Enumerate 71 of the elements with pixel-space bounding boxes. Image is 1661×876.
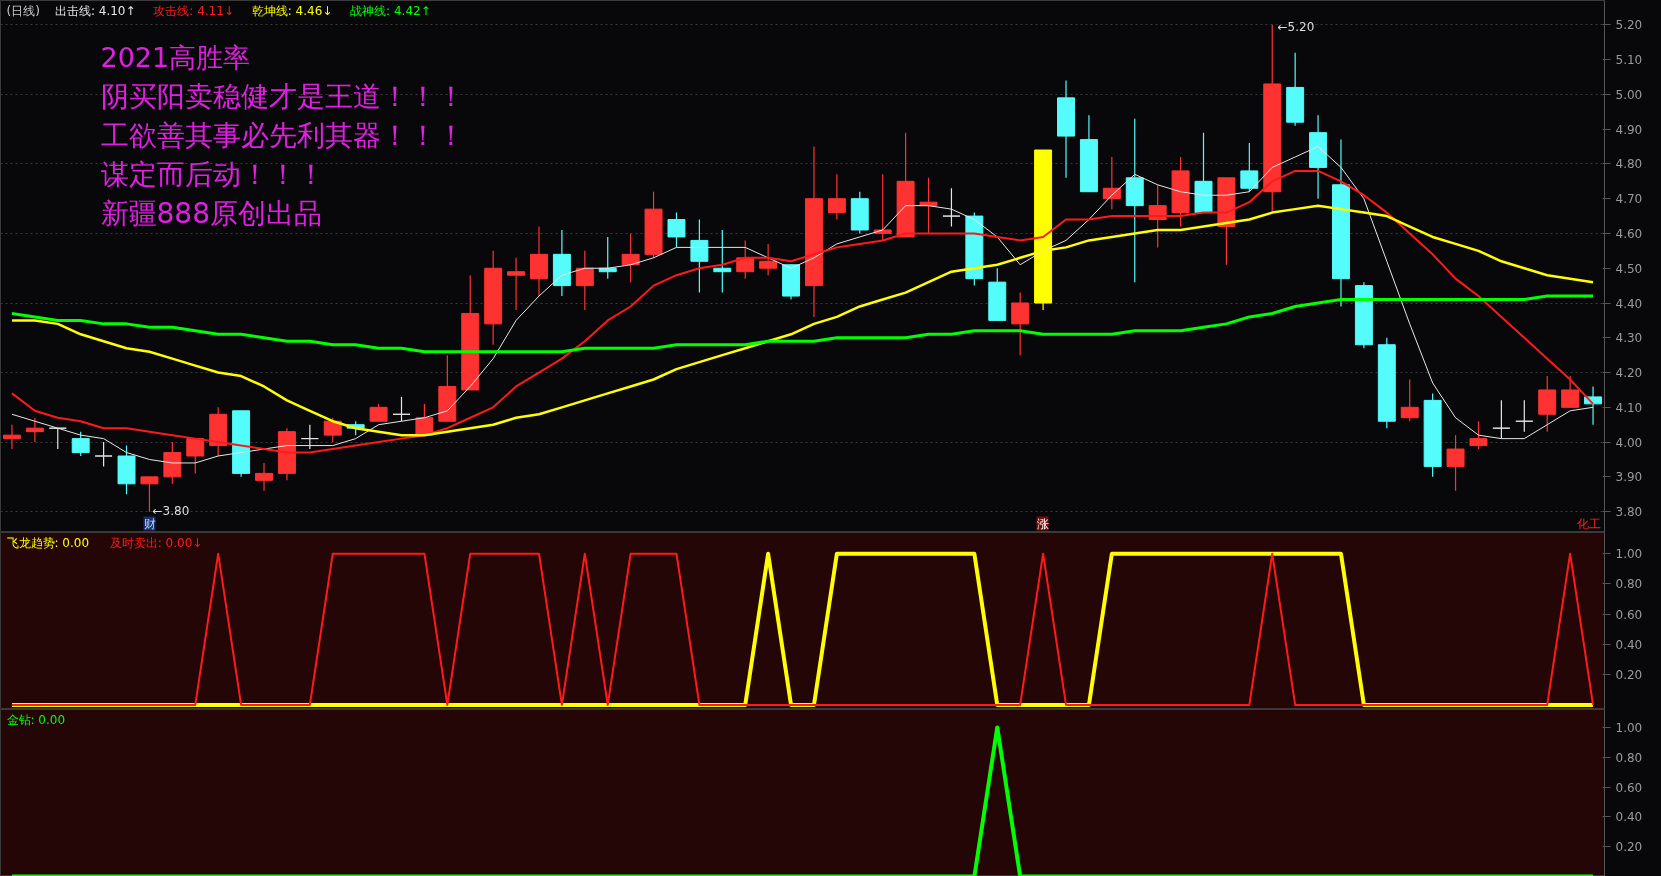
candlestick [2,424,21,450]
y-tick-label: 4.30 [1615,331,1643,346]
candlestick [71,431,90,457]
candlestick [1011,291,1030,356]
candlestick [323,417,342,443]
annotation: 谋定而后动！！！ [100,158,325,191]
y-tick-label: 4.90 [1615,122,1643,137]
y-tick-label: 3.90 [1615,470,1643,485]
candlestick [827,173,846,221]
y-tick-label: 0.20 [1615,840,1643,855]
y-tick-label: 5.00 [1615,87,1643,102]
y-tick-label: 0.60 [1615,780,1643,795]
candlestick [1240,142,1259,193]
text: 飞龙趋势: 0.00 [6,535,90,550]
y-tick-label: 1.00 [1615,720,1643,735]
y-tick-label: 4.60 [1615,226,1643,241]
y-tick-label: 4.10 [1615,400,1643,415]
y-tick-label: 4.20 [1615,366,1643,381]
y-tick-label: 5.20 [1615,18,1643,33]
annotation: ←3.80 [152,503,190,518]
chart-title: (日线) [6,3,40,18]
line-series [10,294,1595,354]
annotation: 2021高胜率 [100,42,251,73]
y-tick-label: 4.50 [1615,261,1643,276]
candlestick [255,462,273,492]
series-label: 及时卖出: 0.00↓ [109,535,203,550]
y-tick-label: 4.80 [1615,157,1643,172]
text: 战神线: 4.42↑ [350,3,431,18]
candlestick [667,212,686,248]
y-tick-label: 0.20 [1615,668,1643,683]
y-tick-label: 0.40 [1615,810,1643,825]
annotation: ←5.20 [1277,19,1315,34]
annotation: 工欲善其事必先利其器！！！ [100,119,465,152]
annotation: 阴买阳卖稳健才是王道！！！ [100,80,465,113]
candlestick [94,441,113,468]
candlestick [575,250,594,311]
text: 金钻: 0.00 [6,712,66,727]
text: 攻击线: 4.11↓ [153,3,234,18]
candlestick [1400,378,1419,422]
y-tick-label: 3.80 [1615,505,1643,520]
candlestick [48,427,67,450]
text: 出击线: 4.10↑ [54,3,136,18]
text: 乾坤线: 4.46↓ [251,3,333,18]
candlestick [942,187,961,228]
candlestick [392,396,411,422]
candlestick [1446,434,1465,492]
candlestick [1561,375,1580,408]
y-tick-label: 4.00 [1615,435,1643,450]
y-tick-label: 4.40 [1615,296,1643,311]
candlestick [1492,399,1511,440]
annotation: 化工 [1576,516,1601,531]
candlestick [1515,399,1534,433]
y-tick-label: 1.00 [1615,547,1643,562]
annotation: 财 [143,516,156,531]
y-tick-label: 5.10 [1615,53,1643,68]
candlestick [186,438,205,474]
candlestick [713,229,732,294]
y-tick-label: 0.40 [1615,637,1643,652]
candlestick [1469,420,1488,450]
candlestick [690,218,709,294]
y-tick-label: 0.80 [1615,577,1643,592]
candlestick [873,173,892,242]
candlestick [507,257,526,311]
candlestick [300,424,319,450]
y-tick-label: 0.80 [1615,750,1643,765]
y-tick-label: 0.60 [1615,607,1643,622]
annotation: 新疆888原创出品 [100,197,322,230]
y-tick-label: 4.70 [1615,192,1643,207]
annotation: 涨 [1036,516,1049,531]
candlestick [759,243,778,276]
candlestick [25,417,44,443]
